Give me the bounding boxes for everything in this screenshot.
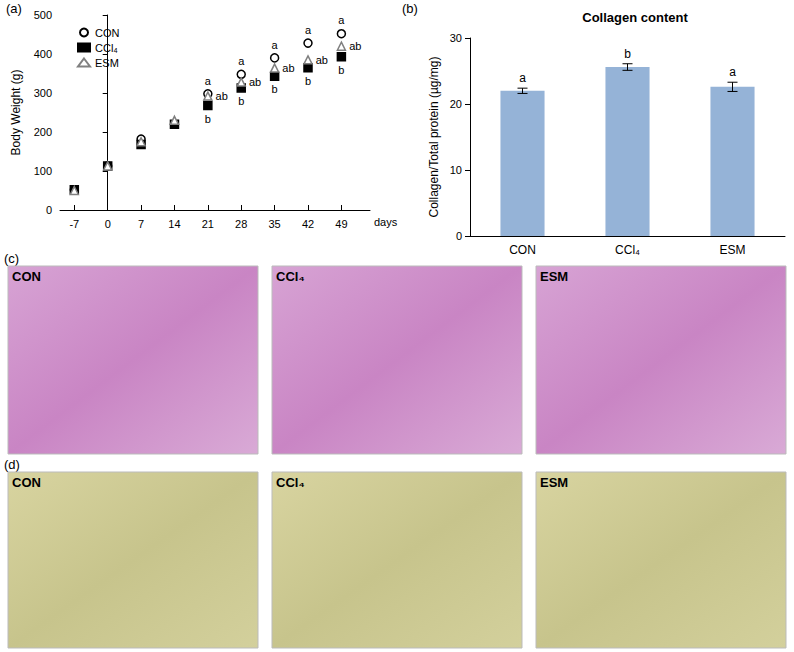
svg-text:100: 100 [34,165,52,177]
svg-text:Body Weight (g): Body Weight (g) [9,70,23,156]
svg-text:7: 7 [138,218,144,230]
svg-text:CON: CON [95,27,120,39]
svg-text:200: 200 [34,126,52,138]
svg-text:(b): (b) [402,1,418,16]
svg-text:0: 0 [456,230,462,242]
svg-text:(c): (c) [4,251,19,266]
svg-text:Collagen content: Collagen content [582,10,688,25]
svg-text:ab: ab [282,62,294,74]
svg-text:days: days [374,216,398,228]
svg-text:b: b [338,64,344,76]
svg-text:b: b [624,47,631,61]
svg-text:a: a [519,71,526,85]
svg-text:b: b [305,75,311,87]
svg-text:CON: CON [12,269,41,284]
svg-text:ESM: ESM [95,57,119,69]
svg-text:b: b [205,113,211,125]
svg-text:a: a [272,39,279,51]
svg-text:CCl₄: CCl₄ [276,269,305,284]
svg-text:b: b [238,95,244,107]
svg-text:-7: -7 [69,218,79,230]
svg-text:Collagen/Total protein (µg/mg): Collagen/Total protein (µg/mg) [427,57,441,218]
svg-text:42: 42 [302,218,314,230]
svg-text:a: a [729,65,736,79]
svg-text:20: 20 [450,98,462,110]
svg-text:0: 0 [105,218,111,230]
svg-text:ab: ab [349,40,361,52]
svg-text:400: 400 [34,48,52,60]
svg-text:0: 0 [46,204,52,216]
svg-text:28: 28 [235,218,247,230]
svg-text:ab: ab [316,54,328,66]
svg-text:14: 14 [168,218,180,230]
svg-text:ESM: ESM [540,475,568,490]
svg-text:ESM: ESM [719,243,745,257]
svg-text:30: 30 [450,32,462,44]
svg-text:(a): (a) [6,1,22,16]
svg-text:CCl₄: CCl₄ [95,42,118,54]
svg-text:b: b [272,83,278,95]
svg-text:CCl₄: CCl₄ [276,475,305,490]
svg-text:a: a [238,55,245,67]
svg-text:CON: CON [509,243,536,257]
svg-text:21: 21 [202,218,214,230]
svg-text:300: 300 [34,87,52,99]
svg-text:10: 10 [450,164,462,176]
svg-text:a: a [305,24,312,36]
svg-text:ab: ab [249,76,261,88]
svg-text:49: 49 [335,218,347,230]
svg-text:35: 35 [268,218,280,230]
svg-text:ab: ab [216,90,228,102]
svg-text:CON: CON [12,475,41,490]
svg-text:500: 500 [34,9,52,21]
svg-text:CCl₄: CCl₄ [615,243,640,257]
svg-text:a: a [338,14,345,26]
svg-text:(d): (d) [4,457,20,472]
svg-text:a: a [205,75,212,87]
svg-text:ESM: ESM [540,269,568,284]
